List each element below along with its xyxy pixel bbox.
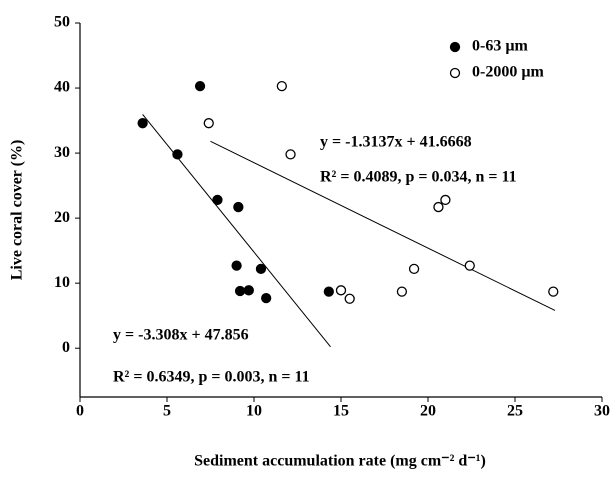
point <box>323 286 334 297</box>
point <box>137 118 148 129</box>
y-tick-label: 20 <box>54 209 70 226</box>
x-tick-label: 30 <box>594 403 610 420</box>
legend-label: 0-63 µm <box>472 38 529 55</box>
x-tick-label: 5 <box>163 403 171 420</box>
x-tick-label: 25 <box>507 403 523 420</box>
trend-line <box>142 114 331 348</box>
legend-marker <box>449 41 461 53</box>
x-tick-label: 15 <box>333 403 349 420</box>
point <box>172 149 183 160</box>
trend-equation: y = -3.308x + 47.856 <box>113 327 249 344</box>
point <box>440 194 451 206</box>
legend-label: 0-2000 µm <box>472 64 545 81</box>
trend-line <box>210 140 556 311</box>
point <box>243 285 254 296</box>
y-tick-label: 40 <box>54 79 70 96</box>
x-tick-label: 10 <box>246 403 262 420</box>
point <box>231 260 242 271</box>
point <box>408 263 420 275</box>
point <box>396 286 408 297</box>
trend-equation: y = -1.3137x + 41.6668 <box>320 134 472 151</box>
point <box>335 285 347 296</box>
point <box>464 260 475 271</box>
x-tick-label: 20 <box>420 403 436 420</box>
point <box>234 285 246 297</box>
point <box>276 80 287 92</box>
legend-marker <box>449 67 461 79</box>
y-axis-label: Live coral cover (%) <box>9 140 26 281</box>
y-tick-label: 50 <box>54 14 70 31</box>
point <box>344 293 355 304</box>
y-tick-label: 0 <box>62 339 70 356</box>
point <box>285 149 296 160</box>
point <box>261 292 272 304</box>
point <box>433 201 444 213</box>
point <box>212 194 223 206</box>
point <box>203 118 214 129</box>
point <box>233 201 244 213</box>
y-tick-label: 30 <box>54 144 70 161</box>
point <box>194 80 206 92</box>
x-axis-label: Sediment accumulation rate (mg cm⁻² d⁻¹) <box>194 453 486 470</box>
y-tick-label: 10 <box>54 274 70 291</box>
trend-stats: R² = 0.4089, p = 0.034, n = 11 <box>320 169 517 186</box>
trend-stats: R² = 0.6349, p = 0.003, n = 11 <box>113 369 310 386</box>
x-tick-label: 0 <box>76 403 84 420</box>
point <box>255 263 267 275</box>
point <box>548 286 559 297</box>
